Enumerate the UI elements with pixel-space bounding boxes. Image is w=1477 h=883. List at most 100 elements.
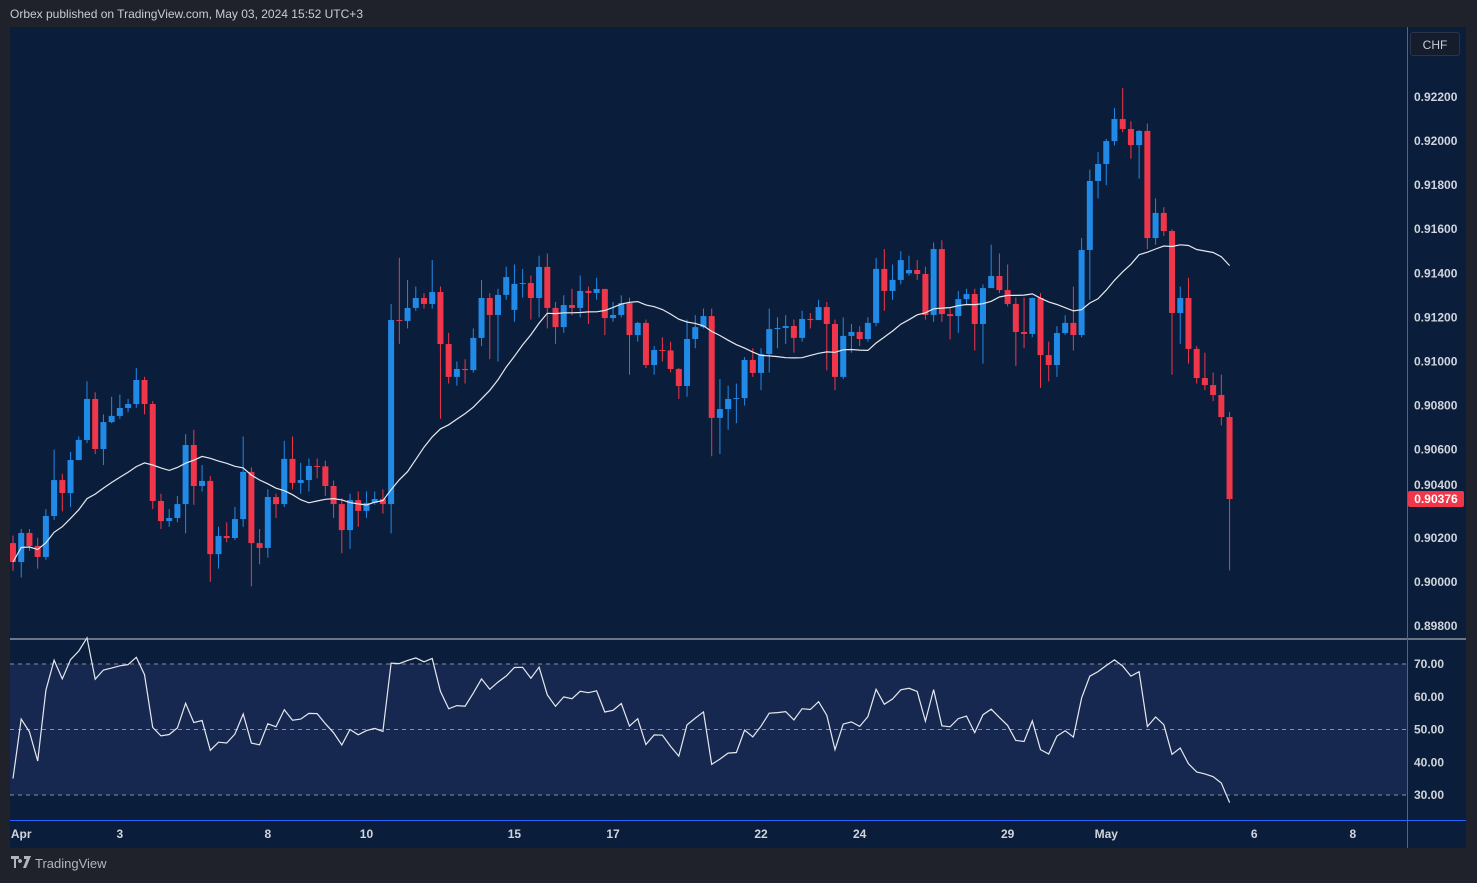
candle [774,317,781,349]
candle-body [1111,119,1118,142]
candle [379,489,386,514]
candle [971,288,978,351]
candle [264,489,271,558]
candle [815,299,822,321]
candle [1045,341,1052,382]
candle-body [955,299,962,317]
candle [1169,229,1176,375]
candle-body [659,350,666,352]
candle-body [905,270,912,274]
candle [963,288,970,305]
candle-body [67,459,74,494]
time-axis[interactable]: Apr 3 8 10 15 17 22 24 29 May 6 8 [11,827,1357,841]
candle [34,537,41,569]
candle-body [1103,141,1110,165]
candle-body [478,298,485,338]
candle [1004,264,1011,307]
candle-body [347,500,354,531]
candle [166,509,173,527]
candle-body [708,316,715,418]
candle-body [355,500,362,511]
candle-body [429,292,436,304]
candle [1053,326,1060,377]
time-tick-label: May [1095,827,1119,841]
candle [675,368,682,399]
price-axis[interactable]: 0.92200 0.92000 0.91800 0.91600 0.91400 0.912… [1414,90,1458,633]
time-tick-label: 24 [853,827,867,841]
candle [1152,198,1159,245]
candle-body [26,532,33,546]
candle-body [519,283,526,285]
candle-body [544,266,551,308]
candle-body [297,480,304,483]
time-tick-label: 8 [264,827,271,841]
candle-body [51,480,58,516]
candle-body [716,409,723,418]
tradingview-logo[interactable]: TradingView [11,856,107,871]
time-tick-label: Apr [11,827,32,841]
candle [832,319,838,391]
candle [108,396,115,424]
candle [494,288,501,362]
candle-body [1169,231,1176,313]
candle [92,392,99,455]
candle [544,253,551,329]
candle [289,436,296,490]
candle-body [149,404,156,501]
candle [322,460,329,496]
candle-body [116,407,123,416]
time-tick-label: 6 [1251,827,1258,841]
candle [149,401,156,510]
candle-body [840,335,847,377]
candle-body [651,350,658,366]
candle-body [675,368,682,386]
candle [223,522,230,543]
candle [536,255,543,318]
price-tick-label: 0.91400 [1414,266,1458,280]
candle [1062,315,1069,336]
currency-button[interactable]: CHF [1410,32,1460,56]
time-tick-label: 29 [1001,827,1015,841]
candle-body [1119,119,1126,129]
candle [125,398,132,413]
candle-body [667,350,674,369]
candle-body [174,504,181,518]
candle-body [741,359,748,399]
candle [240,436,247,527]
candle [823,301,830,371]
price-tick-label: 0.90800 [1414,399,1458,413]
candle [807,312,814,329]
candle [478,279,485,347]
candle-body [733,398,740,400]
candle [305,458,312,492]
candle-body [421,298,427,304]
candle [330,480,337,518]
candle [1177,286,1184,344]
time-tick-label: 17 [606,827,620,841]
candle-body [692,327,699,339]
candle-body [462,368,469,371]
candle-body [248,471,255,544]
candle [601,288,608,336]
candle [1103,138,1110,186]
candle [766,308,773,373]
candle [215,526,222,569]
candle-body [1152,212,1159,239]
candle [486,293,493,360]
candle [141,376,148,415]
candle-body [42,515,49,557]
candle [445,332,452,384]
price-tick-label: 0.91000 [1414,354,1458,368]
candle [741,357,748,406]
candle [938,240,945,322]
candle [1111,108,1118,146]
candle-body [774,327,781,330]
candle [256,528,263,565]
candle-body [864,322,871,339]
candle [692,315,699,349]
candle-body [256,543,263,548]
rsi-axis[interactable]: 70.00 60.00 50.00 40.00 30.00 [1414,657,1444,802]
candle-body [922,273,929,315]
candle-body [823,307,830,325]
